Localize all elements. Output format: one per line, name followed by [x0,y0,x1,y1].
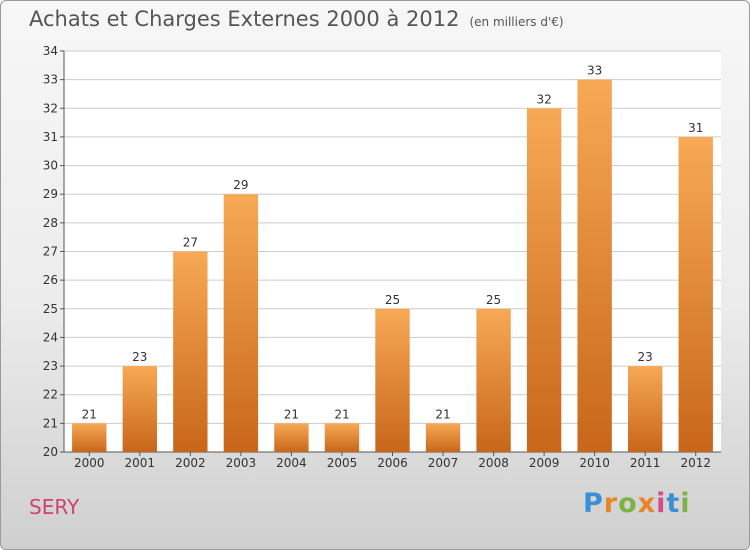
data-label: 21 [82,407,97,421]
y-tick-label: 26 [43,273,58,287]
bar [324,423,360,452]
x-tick-label: 2003 [226,456,257,470]
logo-letter: o [618,488,638,519]
y-tick-label: 25 [43,302,58,316]
y-tick-label: 29 [43,187,58,201]
y-tick-label: 27 [43,245,58,259]
data-label: 21 [334,407,349,421]
bar [223,194,259,452]
y-tick-label: 31 [43,130,58,144]
bar [476,308,511,452]
data-label: 25 [486,293,501,307]
data-label: 21 [435,407,450,421]
bar [577,79,612,453]
bar [72,423,107,452]
data-label: 21 [284,407,299,421]
bar [678,136,713,452]
x-tick-label: 2002 [175,456,206,470]
x-tick-label: 2012 [680,456,711,470]
data-label: 25 [385,293,400,307]
x-tick-label: 2001 [125,456,156,470]
data-label: 23 [638,350,653,364]
chart-title-text: Achats et Charges Externes 2000 à 2012 [29,7,460,31]
bar [425,423,461,452]
data-label: 23 [132,350,147,364]
x-tick-label: 2011 [630,456,661,470]
data-label: 33 [587,64,602,78]
logo-letter: P [583,488,604,519]
x-tick-label: 2004 [276,456,307,470]
y-tick-label: 30 [43,159,58,173]
x-tick-label: 2009 [529,456,560,470]
commune-name: SERY [29,495,80,519]
logo-letter: r [603,488,619,519]
y-tick-label: 28 [43,216,58,230]
y-tick-label: 21 [43,416,58,430]
bar [173,251,208,452]
data-label: 29 [233,178,248,192]
logo-letter: i [680,488,691,519]
bar [274,423,309,452]
y-tick-label: 33 [43,73,58,87]
x-tick-label: 2005 [327,456,358,470]
logo-letter: x [637,488,657,519]
logo-letter: i [656,488,667,519]
data-label: 31 [688,121,703,135]
bar [375,308,410,452]
chart-subtitle: (en milliers d'€) [469,15,564,29]
chart-title: Achats et Charges Externes 2000 à 2012 (e… [29,7,564,31]
x-tick-label: 2000 [74,456,105,470]
y-tick-label: 23 [43,359,58,373]
x-tick-label: 2010 [579,456,610,470]
logo-letter: t [666,488,681,519]
bar [526,108,562,453]
y-tick-label: 22 [43,388,58,402]
bar [122,366,157,452]
x-tick-label: 2008 [478,456,509,470]
proxiti-logo: Proxiti [583,488,691,519]
y-tick-label: 34 [43,44,58,58]
bar [628,366,663,452]
y-tick-label: 32 [43,101,58,115]
y-tick-label: 24 [43,330,58,344]
x-tick-label: 2006 [377,456,408,470]
x-tick-label: 2007 [428,456,459,470]
y-tick-label: 20 [43,445,58,459]
data-label: 27 [183,236,198,250]
data-label: 32 [536,92,551,106]
